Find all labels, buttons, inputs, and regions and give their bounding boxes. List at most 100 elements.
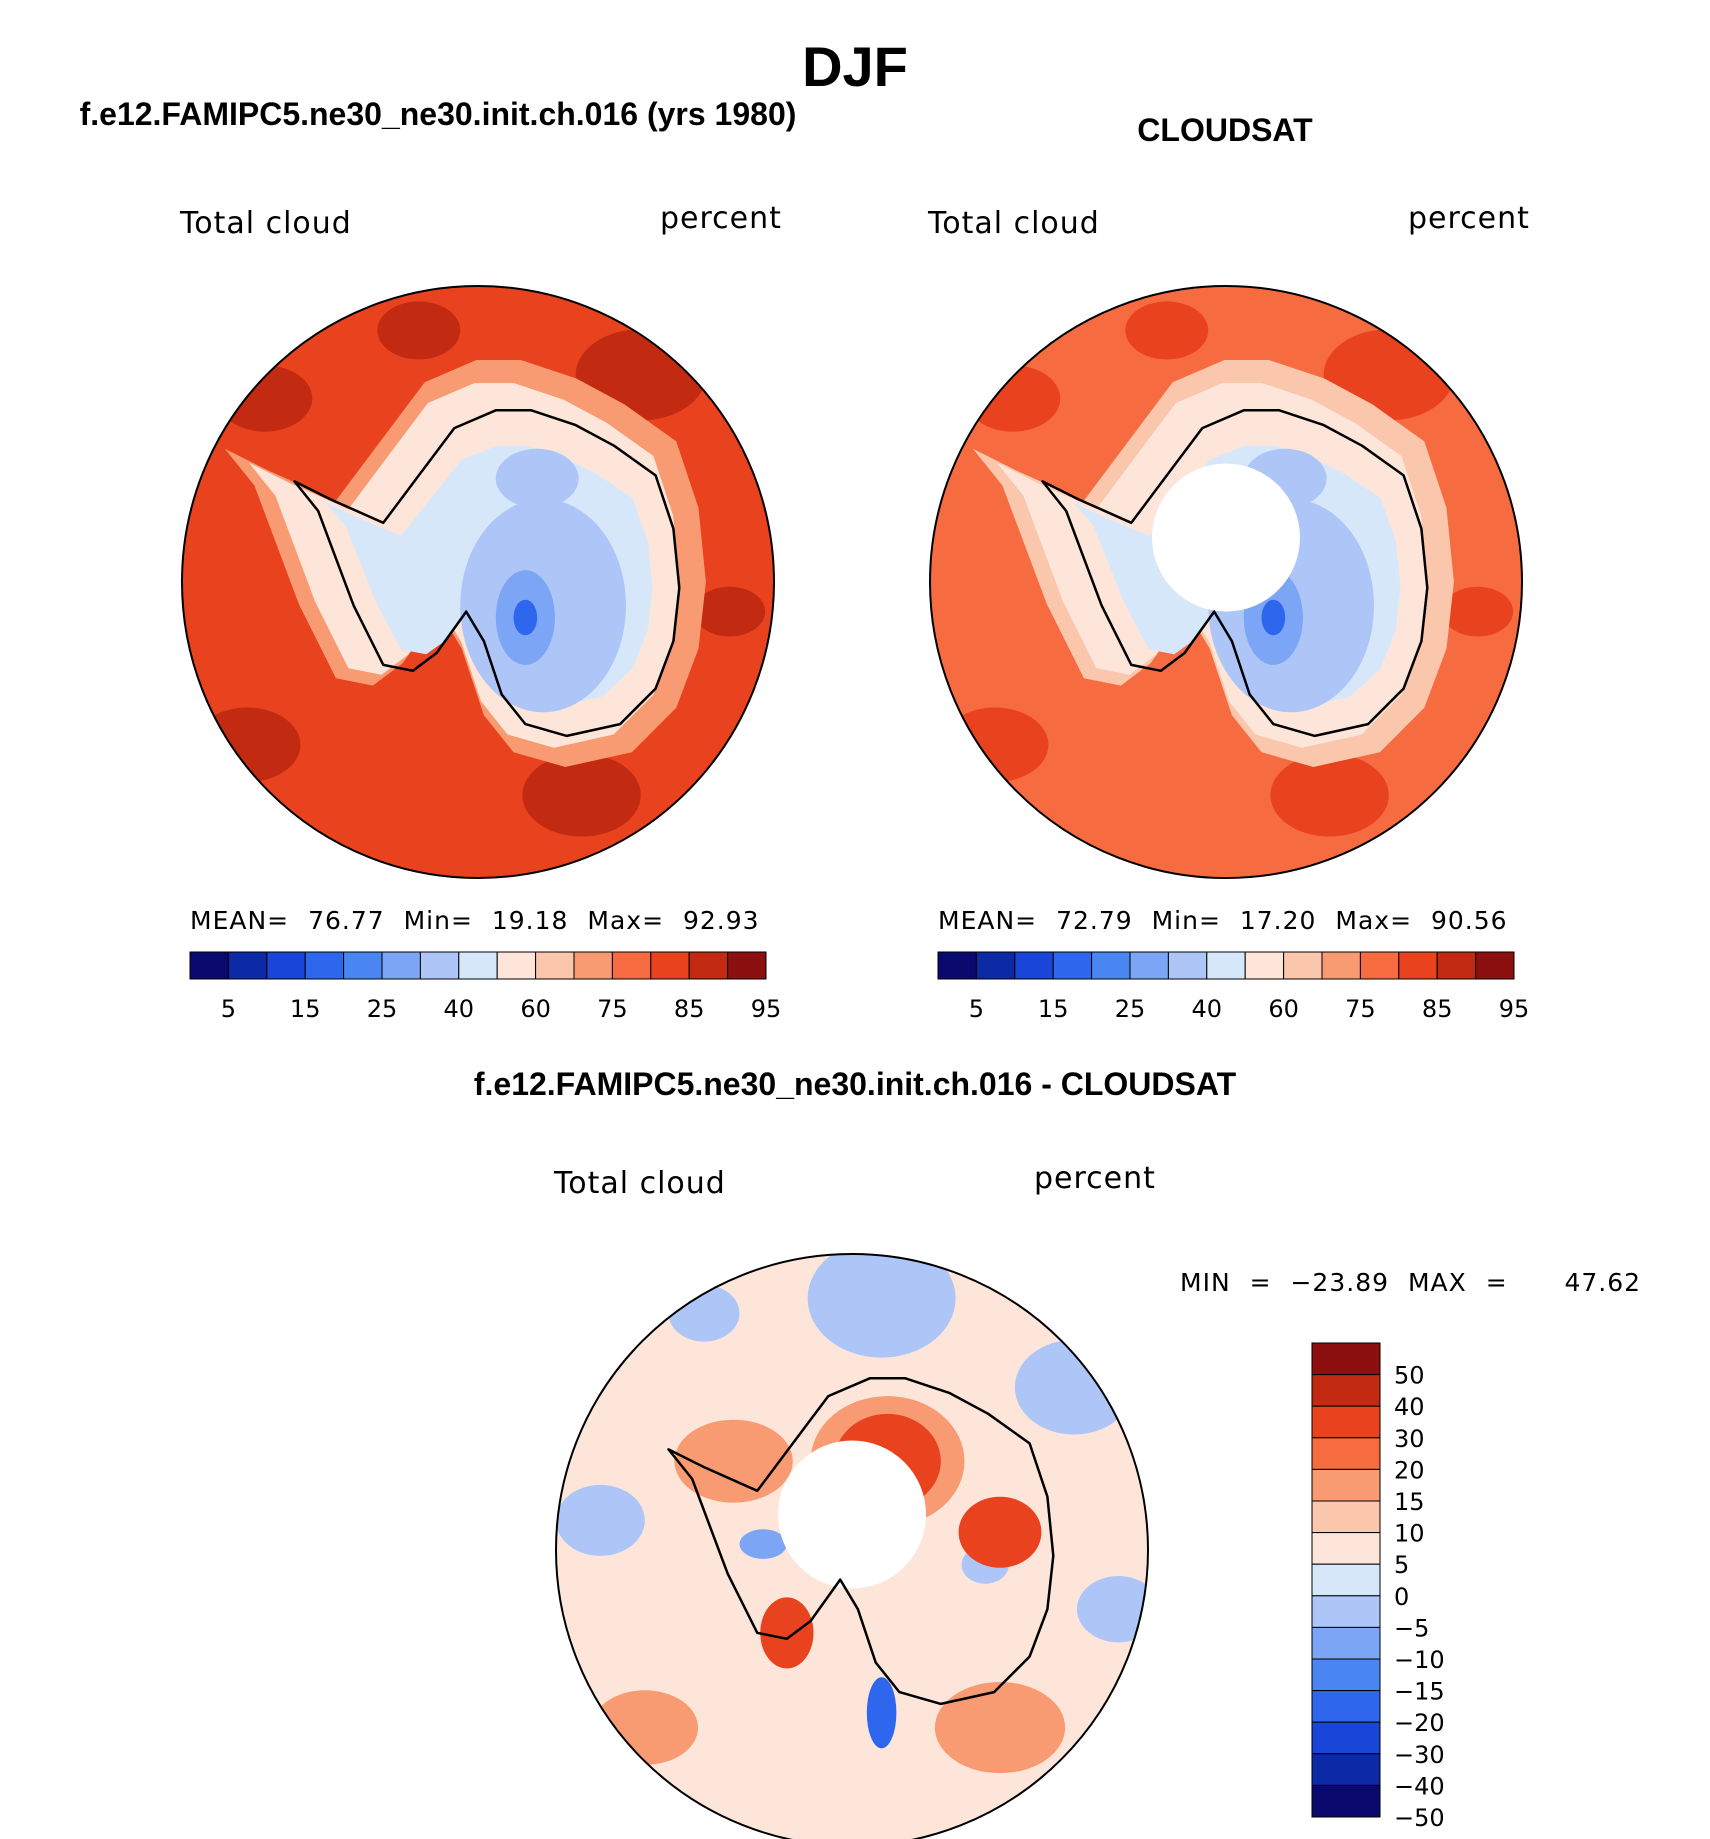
obs-colorbar-tick-label: 25 [1115,995,1146,1023]
obs-colorbar-swatch [1014,951,1054,980]
obs-units-label: percent [1408,201,1530,236]
obs-ocean-patch [1125,301,1209,360]
model-colorbar-swatch [650,951,690,980]
obs-colorbar-swatch [1052,951,1093,980]
model-colorbar-swatch [381,951,421,980]
diff-colorbar-tick-label: 50 [1394,1362,1425,1390]
obs-colorbar-swatch [975,951,1016,980]
obs-colorbar-tick-label: 5 [969,995,984,1023]
diff-colorbar-swatch [1311,1342,1381,1376]
diff-positive-patch [591,1690,699,1765]
diff-colorbar-swatch [1311,1374,1381,1407]
model-coastline [293,409,681,738]
obs-colorbar-swatch [1129,951,1169,980]
diff-east-positive-2 [958,1496,1042,1568]
model-colorbar-swatch [458,951,498,980]
obs-colorbar-tick-label: 40 [1192,995,1223,1023]
obs-colorbar-tick-label: 95 [1499,995,1530,1023]
diff-colorbar-tick-label: −10 [1394,1646,1445,1674]
model-max-value: 92.93 [683,906,760,935]
diff-ross-negative [866,1677,897,1749]
diff-map [555,1253,1149,1839]
obs-colorbar-swatch [1206,951,1246,980]
model-colorbar-swatch [573,951,613,980]
model-colorbar-swatch [189,951,229,980]
diff-colorbar-tick-label: −15 [1394,1678,1445,1706]
diff-map-border [555,1253,1149,1839]
obs-colorbar-swatch [1244,951,1285,980]
obs-ocean-patch [1270,753,1389,837]
obs-colorbar-swatch [1398,951,1438,980]
obs-colorbar-swatch [1283,951,1323,980]
model-mean-value: 76.77 [308,906,385,935]
model-colorbar-tick-label: 40 [444,995,475,1023]
model-max-label: Max= [587,906,665,935]
obs-missing-pole [1152,463,1300,612]
obs-ocean-patch [941,707,1049,783]
model-ocean-patch [377,301,461,360]
diff-variable-label: Total cloud [554,1166,726,1201]
obs-map-border [929,285,1523,879]
diff-colorbar-swatch [1311,1784,1381,1818]
diff-coastline [667,1377,1055,1706]
diff-colorbar-tick-label: 20 [1394,1456,1425,1484]
model-colorbar-tick-label: 75 [597,995,628,1023]
diff-colorbar-tick-label: −30 [1394,1741,1445,1769]
obs-coastline [1041,409,1429,738]
diff-colorbar-tick-label: −40 [1394,1772,1445,1800]
obs-colorbar-swatch [1321,951,1361,980]
diff-colorbar-swatch [1311,1563,1381,1597]
diff-colorbar-tick-label: −50 [1394,1804,1445,1832]
model-colorbar-tick-label: 15 [290,995,321,1023]
model-colorbar-swatch [535,951,575,980]
model-ocean-patch [694,586,766,637]
diff-colorbar-swatch [1311,1437,1381,1470]
obs-colorbar-tick-label: 15 [1038,995,1069,1023]
obs-max-label: Max= [1335,906,1413,935]
model-map-border [181,285,775,879]
diff-peninsula-negative [739,1529,787,1559]
obs-colorbar: 5 15 25 40 60 75 85 95 [937,951,1530,1023]
model-colorbar-swatch [688,951,729,980]
diff-negative-patch [556,1484,645,1556]
model-min-value: 19.18 [491,906,569,935]
obs-colorbar-tick-label: 60 [1268,995,1299,1023]
obs-ocean-patch [1442,586,1514,637]
diff-colorbar-swatch [1311,1405,1381,1439]
model-panel-title: f.e12.FAMIPC5.ne30_ne30.init.ch.016 (yrs… [79,96,797,132]
obs-colorbar-tick-label: 75 [1345,995,1376,1023]
model-ocean-patch [522,753,641,837]
model-colorbar-swatch [496,951,537,980]
diff-colorbar-tick-label: 40 [1394,1393,1425,1421]
model-colorbar-tick-label: 5 [221,995,236,1023]
diff-colorbar-swatch [1311,1500,1381,1534]
diff-ross-positive [760,1597,814,1669]
diff-colorbar-swatch [1311,1658,1381,1692]
model-colorbar-swatch [419,951,460,980]
model-colorbar-tick-label: 60 [520,995,551,1023]
diff-colorbar-tick-label: −5 [1394,1614,1429,1642]
diff-colorbar-tick-label: −20 [1394,1709,1445,1737]
obs-colorbar-swatch [1359,951,1400,980]
diff-negative-patch [1076,1576,1148,1643]
obs-colorbar-swatch [1475,951,1515,980]
model-mean-label: MEAN= [190,906,290,935]
obs-max-value: 90.56 [1431,906,1508,935]
diff-colorbar-swatch [1311,1721,1381,1755]
diff-colorbar-swatch [1311,1690,1381,1723]
diff-colorbar-tick-label: 30 [1394,1425,1425,1453]
obs-variable-label: Total cloud [928,206,1100,241]
model-plateau-minimum [513,599,538,636]
model-colorbar-swatch [227,951,268,980]
diff-positive-patch [934,1682,1066,1774]
diff-colorbar-tick-label: 5 [1394,1551,1409,1579]
model-plateau-north [495,448,579,508]
diff-colorbar-swatch [1311,1532,1381,1565]
model-colorbar-swatch [611,951,652,980]
obs-colorbar-swatch [1436,951,1477,980]
obs-mean-label: MEAN= [938,906,1038,935]
diff-colorbar-tick-label: 10 [1394,1520,1425,1548]
diff-colorbar-swatch [1311,1753,1381,1786]
